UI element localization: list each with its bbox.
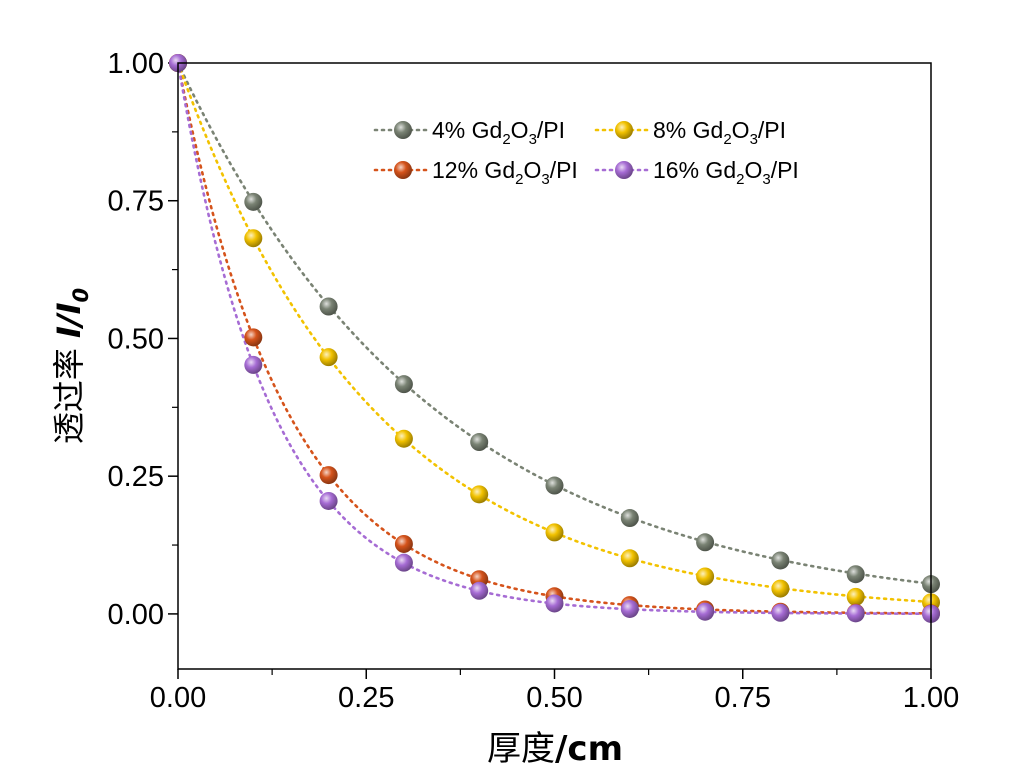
x-tick-label: 0.50 — [526, 682, 582, 714]
data-point — [319, 348, 338, 367]
x-axis-title-prefix: 厚度 — [487, 729, 555, 769]
data-point — [394, 375, 413, 394]
legend-label: 16% Gd2O3/PI — [653, 157, 799, 188]
y-axis-title-prefix: 透过率 — [50, 338, 88, 444]
data-point — [244, 328, 263, 347]
data-point — [620, 599, 639, 618]
data-point — [394, 553, 413, 572]
x-tick-label: 0.25 — [338, 682, 394, 714]
data-point — [244, 192, 263, 211]
data-point — [470, 485, 489, 504]
fit-curve — [176, 61, 933, 604]
y-tick-label: 0.75 — [108, 186, 164, 218]
legend-marker — [615, 121, 633, 139]
fit-curve — [176, 61, 933, 615]
data-point — [545, 523, 564, 542]
data-point — [771, 603, 790, 622]
axis-ticks — [168, 62, 932, 679]
data-point — [244, 229, 263, 248]
y-axis-title-italic: I/I — [50, 302, 88, 338]
data-point — [696, 533, 715, 552]
data-point — [394, 534, 413, 553]
x-axis-title: 厚度/cm — [487, 729, 623, 769]
data-point — [771, 579, 790, 598]
data-point — [244, 355, 263, 374]
x-tick-label: 1.00 — [903, 682, 959, 714]
y-tick-label: 0.00 — [108, 599, 164, 631]
legend-item: 8% Gd2O3/PI — [594, 117, 786, 148]
data-point — [545, 594, 564, 613]
legend-label: 8% Gd2O3/PI — [653, 117, 786, 148]
legend-label: 4% Gd2O3/PI — [432, 117, 565, 148]
data-points — [169, 54, 940, 623]
data-point — [846, 565, 865, 584]
data-point — [846, 604, 865, 623]
data-point — [620, 549, 639, 568]
data-point — [319, 466, 338, 485]
y-tick-label: 1.00 — [108, 48, 164, 80]
data-point — [620, 509, 639, 528]
legend-marker — [394, 121, 412, 139]
legend-marker — [615, 161, 633, 179]
plot-frame — [177, 62, 932, 670]
data-point — [319, 297, 338, 316]
data-point — [470, 433, 489, 452]
x-tick-label: 0.75 — [715, 682, 771, 714]
x-axis-title-unit: /cm — [555, 729, 623, 769]
legend-item: 4% Gd2O3/PI — [373, 117, 565, 148]
data-point — [696, 602, 715, 621]
data-point — [394, 429, 413, 448]
y-tick-label: 0.50 — [108, 323, 164, 355]
data-point — [470, 581, 489, 600]
data-point — [846, 587, 865, 606]
data-point — [696, 567, 715, 586]
y-tick-label: 0.25 — [108, 461, 164, 493]
tick-labels: 0.00 0.25 0.50 0.75 1.00 0.00 0.25 0.50 0.75 1.00 — [108, 48, 960, 714]
legend: 4% Gd2O3/PI 8% Gd2O3/PI 12% Gd2O3/PI 16% Gd… — [373, 117, 799, 188]
y-axis-title-sub: 0 — [69, 288, 93, 303]
legend-label: 12% Gd2O3/PI — [432, 157, 578, 188]
data-point — [771, 551, 790, 570]
legend-marker — [394, 161, 412, 179]
legend-item: 16% Gd2O3/PI — [594, 157, 799, 188]
x-tick-label: 0.00 — [150, 682, 206, 714]
data-point — [319, 491, 338, 510]
data-point — [545, 476, 564, 495]
y-axis-title: 透过率 I/I0 — [50, 288, 93, 444]
legend-item: 12% Gd2O3/PI — [373, 157, 578, 188]
